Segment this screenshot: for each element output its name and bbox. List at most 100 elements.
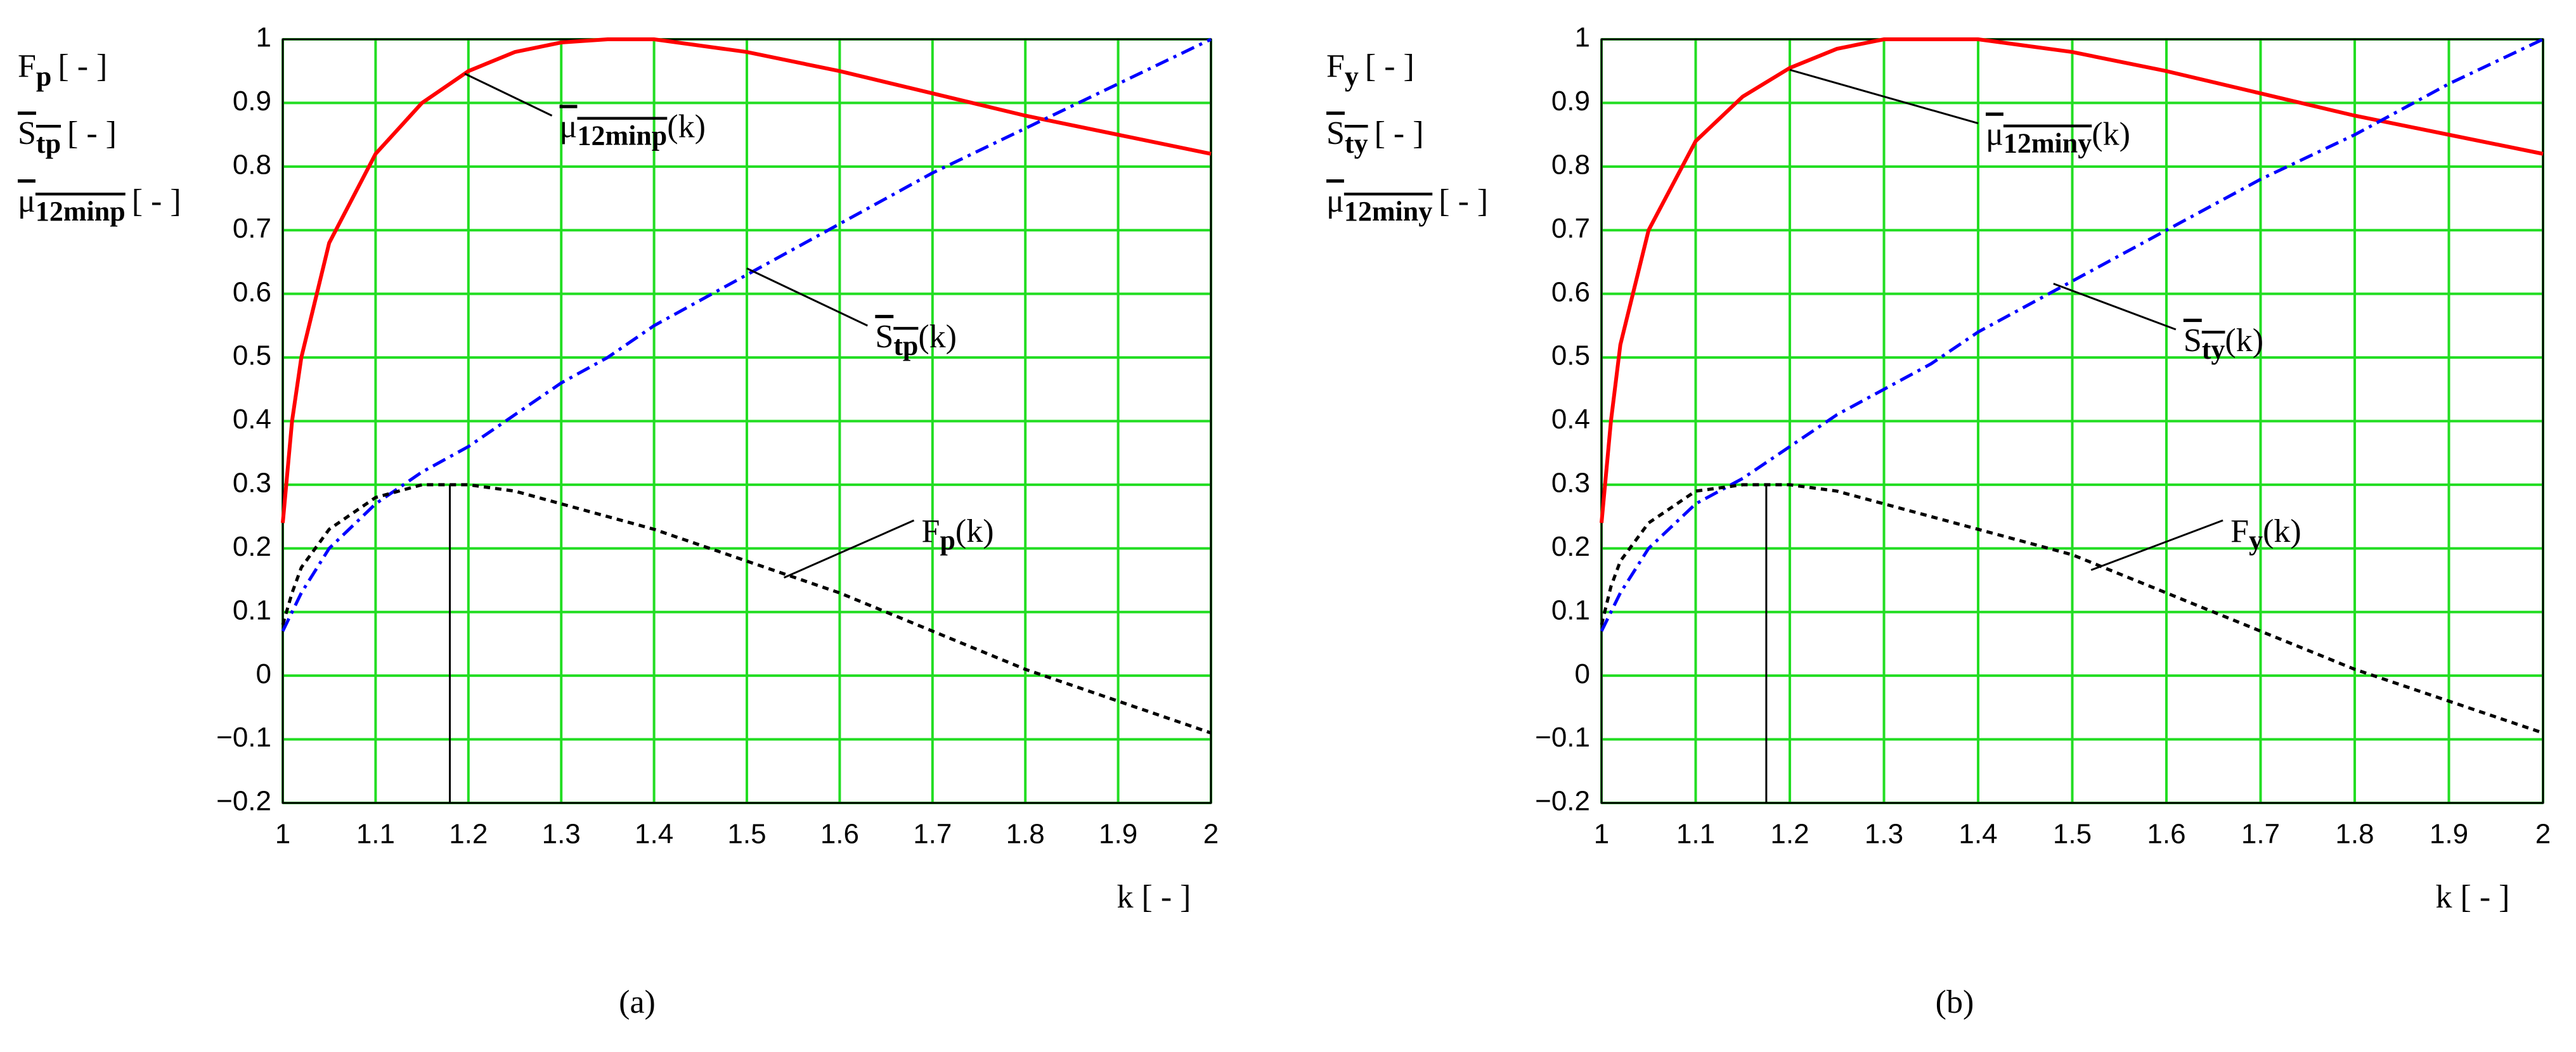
y-axis-label: Stp[ - ] [18,115,117,159]
x-tick-label: 2 [1203,819,1219,850]
x-tick-label: 1.7 [913,819,952,850]
series-line [281,37,1212,523]
y-tick-label: 0.8 [1551,149,1590,180]
y-axis-label-main: S [1326,115,1345,151]
y-tick-label: −0.1 [1535,722,1590,753]
y-tick-label: 0.7 [233,213,271,244]
y-tick-label: −0.1 [216,722,271,753]
plot-frame [1600,38,2544,804]
series-label-name: S [875,319,893,355]
x-tick-label: 1 [1594,819,1609,850]
y-tick-label: 0.5 [233,340,271,371]
y-tick-label: 0.3 [1551,468,1590,499]
series-label-sub: 12miny [2003,128,2092,159]
x-tick-label: 1.8 [2335,819,2374,850]
y-axis-label-unit: [ - ] [1439,183,1488,219]
series-label: Fp(k) [922,513,994,556]
x-tick-label: 1.6 [820,819,859,850]
series-label-sub: ty [2202,334,2225,365]
series-label: μ12minp(k) [560,108,706,151]
series-label-name: F [2230,513,2249,549]
y-tick-label: 0.7 [1551,213,1590,244]
x-axis-label: k [ - ] [2436,879,2510,915]
y-tick-label: 0.5 [1551,340,1590,371]
x-tick-label: 1.2 [1770,819,1809,850]
series-label-sub: p [940,525,955,556]
y-tick-label: 0.9 [233,86,271,117]
x-tick-label: 1.4 [1958,819,1997,850]
x-tick-label: 1.9 [1099,819,1137,850]
y-axis-label: Fp[ - ] [18,48,107,92]
x-tick-label: 1.5 [2053,819,2092,850]
y-axis-label-main: F [18,48,36,84]
panel-label: (a) [619,984,656,1020]
series-label-sub: tp [893,330,918,361]
y-tick-label: 0.8 [233,149,271,180]
x-tick-label: 1.3 [542,819,581,850]
series-label-sub: 12minp [577,120,667,151]
x-tick-label: 2 [2535,819,2551,850]
y-axis-label-sub: ty [1345,128,1368,159]
x-tick-label: 1.8 [1006,819,1045,850]
x-tick-label: 1.4 [635,819,673,850]
y-tick-label: 0 [1575,658,1590,690]
series-label-sub: y [2249,525,2263,556]
y-axis-label-main: S [18,115,36,151]
panel-label: (b) [1936,984,1974,1020]
leader-line [2090,519,2223,571]
series-line [281,37,1212,632]
series-label-arg: (k) [2092,116,2130,152]
y-axis-label: Fy[ - ] [1326,48,1414,92]
x-tick-label: 1.3 [1865,819,1903,850]
y-tick-label: 0.1 [233,594,271,625]
y-axis-label-unit: [ - ] [1375,115,1424,151]
series-line [1600,37,2544,632]
panel: −0.2 −0.1 0 0.1 0.2 0.3 0.4 0.5 0.6 0.7 0.8 0.9 1 1 1.… [1326,22,2551,1020]
y-tick-label: 0.6 [233,276,271,307]
y-axis-label-main: μ [1326,183,1344,219]
y-tick-label: 0.3 [233,468,271,499]
series-label-arg: (k) [918,319,957,355]
x-tick-label: 1.9 [2430,819,2468,850]
leader-line [464,72,553,117]
series-label-arg: (k) [2225,323,2263,359]
y-axis-label-unit: [ - ] [1365,48,1414,84]
y-axis-label: Sty[ - ] [1326,115,1424,159]
y-tick-label: 0.2 [233,531,271,562]
y-tick-label: 1 [256,22,271,53]
y-tick-label: 0.2 [1551,531,1590,562]
y-axis-label-unit: [ - ] [58,48,107,84]
leader-line [1789,68,1979,124]
series-label-name: F [922,513,940,549]
series-label: Sty(k) [2184,323,2263,365]
y-tick-label: 0 [256,658,271,690]
x-tick-label: 1 [275,819,290,850]
series-label: Fy(k) [2230,513,2301,556]
y-axis-label-sub: y [1345,61,1359,92]
y-axis-label-unit: [ - ] [132,183,181,219]
y-axis-label: μ12miny[ - ] [1326,183,1488,227]
leader-line [2053,283,2177,331]
y-axis-label-unit: [ - ] [67,115,117,151]
series-label-arg: (k) [955,513,994,549]
x-axis-label: k [ - ] [1117,879,1191,915]
y-axis-label-sub: tp [36,128,61,159]
x-tick-label: 1.5 [727,819,766,850]
y-tick-label: 1 [1575,22,1590,53]
series-label: μ12miny(k) [1986,116,2130,158]
leader-line [746,267,868,327]
y-tick-label: 0.9 [1551,86,1590,117]
x-tick-label: 1.1 [356,819,395,850]
y-tick-label: 0.4 [1551,404,1590,435]
series-label-arg: (k) [2263,513,2301,549]
series-label: Stp(k) [875,319,957,361]
series-line [1600,37,2544,523]
series-label-name: μ [1986,116,2003,152]
series-label-name: μ [560,108,578,144]
y-tick-label: 0.4 [233,404,271,435]
plot-frame [282,38,1212,804]
y-axis-label-sub: 12minp [36,196,126,227]
panel: −0.2 −0.1 0 0.1 0.2 0.3 0.4 0.5 0.6 0.7 0.8 0.9 1 1 1.… [18,22,1219,1020]
y-tick-label: 0.6 [1551,276,1590,307]
